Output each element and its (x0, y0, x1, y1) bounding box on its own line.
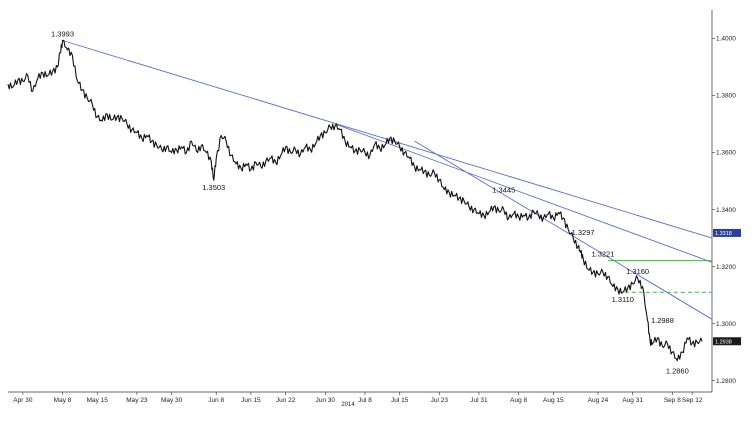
x-tick-label: Aug 24 (588, 397, 609, 404)
annotations: 1.3993 1.3503 1.3445 1.3297 1.3221 1.3160 1.31… (51, 30, 689, 376)
y-tick-label: 1.3000 (716, 321, 736, 328)
y-tick-label: 1.4000 (716, 36, 736, 43)
x-tick-label: Jun 30 (316, 397, 336, 404)
trend-line (335, 123, 713, 263)
y-tick-label: 1.2800 (716, 378, 736, 385)
x-tick-label: Sep 12 (682, 397, 703, 404)
x-tick-label: Jun 8 (208, 397, 224, 404)
x-tick-label: May 30 (161, 397, 183, 404)
y-tick-label: 1.3600 (716, 150, 736, 157)
price-tag-box (713, 228, 741, 237)
x-tick-label: May 15 (87, 397, 109, 404)
price-annotation: 1.3297 (572, 228, 595, 237)
price-tag-label: 1.3318 (715, 231, 732, 237)
y-tick-label: 1.3800 (716, 93, 736, 100)
x-tick-label: May 23 (126, 397, 148, 404)
x-tick-label: Jun 15 (241, 397, 261, 404)
x-tick-label: Jul 23 (431, 397, 449, 404)
year-label: 2014 (341, 402, 355, 408)
price-annotation: 1.3160 (626, 267, 649, 276)
x-tick-label: Jun 22 (276, 397, 296, 404)
horizontal-levels (607, 260, 712, 293)
x-tick-label: Jul 15 (391, 397, 409, 404)
price-annotation: 1.3110 (612, 295, 634, 304)
y-tick-label: 1.3400 (716, 207, 736, 214)
price-tag-box (713, 337, 741, 346)
price-line (7, 39, 703, 362)
price-series (7, 39, 703, 362)
x-tick-label: Aug 31 (622, 397, 643, 404)
x-tick-label: Aug 15 (543, 397, 564, 404)
price-annotation: 1.3993 (51, 30, 74, 39)
x-tick-label: Aug 8 (510, 397, 527, 404)
price-annotation: 1.3503 (202, 183, 225, 192)
trend-line (414, 140, 713, 320)
x-tick-label: Apr 30 (13, 397, 33, 404)
x-tick-label: Jul 31 (470, 397, 488, 404)
x-tick-label: Sep 8 (664, 397, 681, 404)
x-tick-label: May 8 (54, 397, 72, 404)
y-tick-label: 1.3200 (716, 264, 736, 271)
trend-lines (62, 40, 713, 320)
price-annotation: 1.2860 (666, 366, 689, 375)
price-tag-label: 1.2938 (715, 339, 732, 345)
price-annotation: 1.2988 (651, 316, 674, 325)
price-annotation: 1.3445 (492, 186, 515, 195)
axes: 1.4000 1.3800 1.3600 1.3400 1.3200 1.3000 1.28… (8, 10, 736, 404)
price-tags: 1.3318 1.2938 (713, 228, 741, 346)
x-tick-label: Jul 8 (358, 397, 372, 404)
price-annotation: 1.3221 (591, 250, 614, 259)
